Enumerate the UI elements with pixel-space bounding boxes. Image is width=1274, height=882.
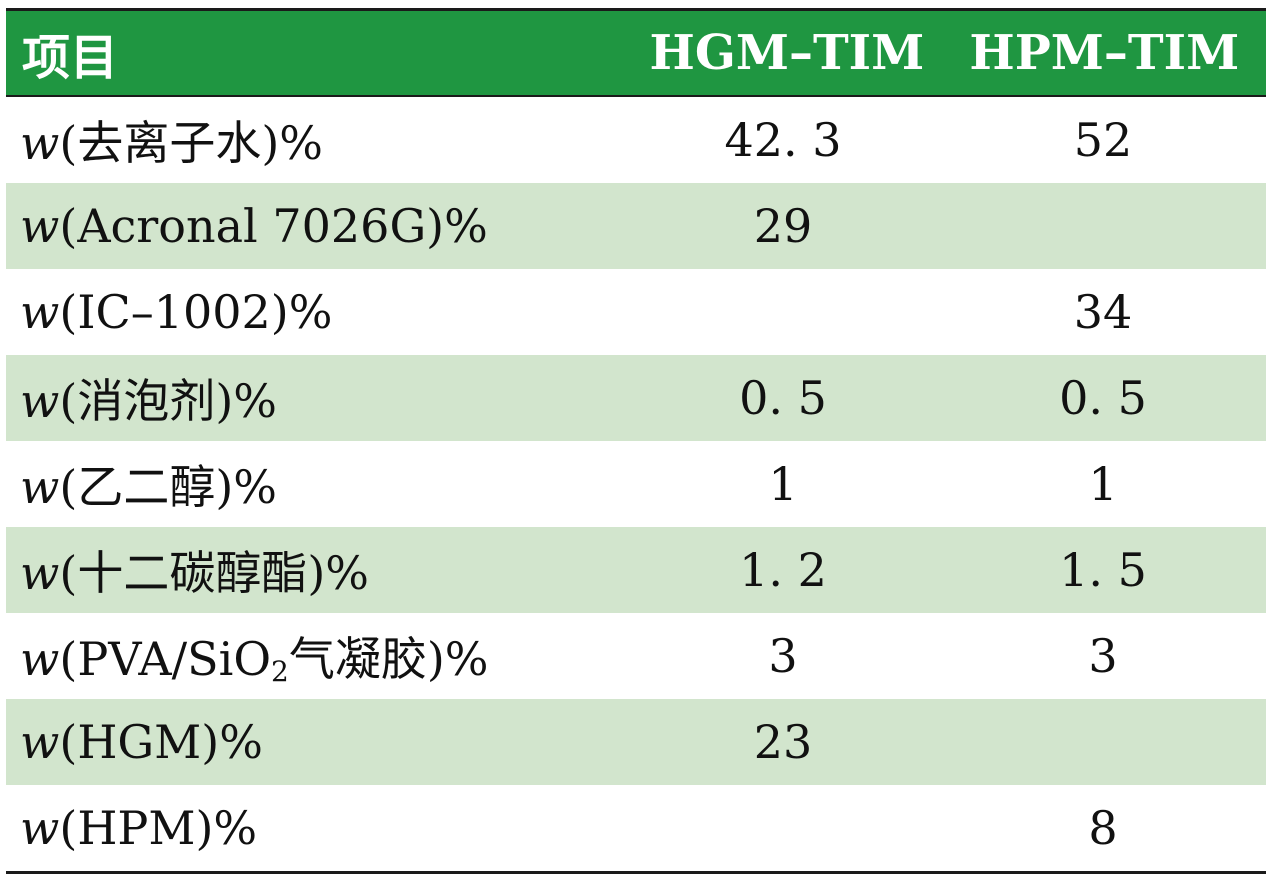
- table-header: 项目 HGM–TIM HPM–TIM: [6, 11, 1266, 97]
- row-label: w(PVA/SiO2气凝胶)%: [6, 623, 626, 689]
- cell-hgm-tim: 3: [768, 629, 798, 683]
- cell-hgm-tim: 1. 2: [739, 543, 827, 597]
- cell-hpm-tim: 52: [1073, 113, 1133, 167]
- component-name: (乙二醇)%: [59, 460, 277, 514]
- component-name: (十二碳醇酯)%: [59, 546, 369, 600]
- row-label: w(乙二醇)%: [6, 451, 626, 517]
- row-label: w(去离子水)%: [6, 107, 626, 173]
- row-label: w(HGM)%: [6, 715, 626, 769]
- bottom-rule: [6, 871, 1266, 874]
- mass-fraction-symbol: w: [20, 116, 60, 170]
- table-row: w(HPM)% 8: [6, 785, 1266, 871]
- component-name: (HGM)%: [59, 715, 263, 769]
- mass-fraction-symbol: w: [20, 199, 60, 253]
- mass-fraction-symbol: w: [20, 285, 60, 339]
- component-name: (HPM)%: [59, 801, 258, 855]
- mass-fraction-symbol: w: [20, 374, 60, 428]
- cell-hgm-tim: 0. 5: [739, 371, 827, 425]
- row-label: w(消泡剂)%: [6, 365, 626, 431]
- row-label: w(IC–1002)%: [6, 285, 626, 339]
- cell-hgm-tim: 23: [753, 715, 813, 769]
- table-row: w(消泡剂)% 0. 5 0. 5: [6, 355, 1266, 441]
- cell-hpm-tim: 8: [1088, 801, 1118, 855]
- cell-hpm-tim: 0. 5: [1059, 371, 1147, 425]
- formulation-table: 项目 HGM–TIM HPM–TIM w(去离子水)% 42. 3 52 w(A…: [6, 8, 1266, 874]
- table-row: w(去离子水)% 42. 3 52: [6, 97, 1266, 183]
- header-hpm-tim: HPM–TIM: [969, 25, 1240, 81]
- top-rule: [6, 8, 1266, 11]
- component-name: (Acronal 7026G)%: [59, 199, 488, 253]
- row-label: w(HPM)%: [6, 801, 626, 855]
- table-row: w(IC–1002)% 34: [6, 269, 1266, 355]
- row-label: w(Acronal 7026G)%: [6, 199, 626, 253]
- subscript-2: 2: [271, 655, 289, 688]
- mass-fraction-symbol: w: [20, 715, 60, 769]
- component-name-suffix: 气凝胶)%: [288, 632, 489, 686]
- table-row: w(十二碳醇酯)% 1. 2 1. 5: [6, 527, 1266, 613]
- cell-hpm-tim: 1: [1088, 457, 1118, 511]
- component-name: (消泡剂)%: [59, 374, 277, 428]
- row-label: w(十二碳醇酯)%: [6, 537, 626, 603]
- table-row: w(Acronal 7026G)% 29: [6, 183, 1266, 269]
- mass-fraction-symbol: w: [20, 460, 60, 514]
- cell-hpm-tim: 34: [1073, 285, 1133, 339]
- mass-fraction-symbol: w: [20, 632, 60, 686]
- mass-fraction-symbol: w: [20, 546, 60, 600]
- table-row: w(HGM)% 23: [6, 699, 1266, 785]
- cell-hgm-tim: 1: [768, 457, 798, 511]
- table-row: w(乙二醇)% 1 1: [6, 441, 1266, 527]
- component-name-prefix: (PVA/SiO: [59, 632, 272, 686]
- table-row: w(PVA/SiO2气凝胶)% 3 3: [6, 613, 1266, 699]
- component-name: (去离子水)%: [59, 116, 323, 170]
- cell-hgm-tim: 29: [753, 199, 813, 253]
- header-item: 项目: [22, 30, 119, 86]
- mass-fraction-symbol: w: [20, 801, 60, 855]
- component-name: (IC–1002)%: [59, 285, 333, 339]
- cell-hpm-tim: 3: [1088, 629, 1118, 683]
- cell-hpm-tim: 1. 5: [1059, 543, 1147, 597]
- header-hgm-tim: HGM–TIM: [649, 25, 925, 81]
- cell-hgm-tim: 42. 3: [724, 113, 842, 167]
